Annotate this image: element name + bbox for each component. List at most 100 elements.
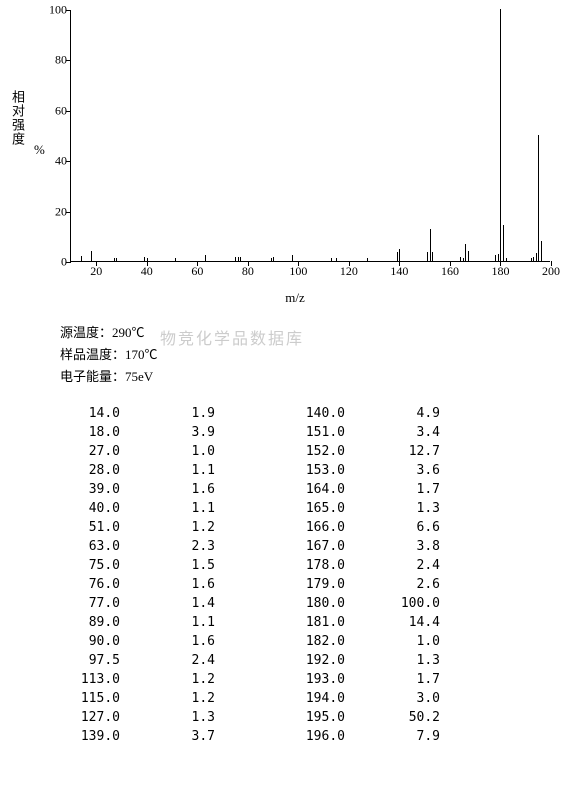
spectrum-peak bbox=[427, 252, 428, 261]
spectrum-peak bbox=[399, 249, 400, 261]
table-cell: 3.9 bbox=[120, 423, 215, 442]
table-cell: 100.0 bbox=[345, 594, 440, 613]
table-cell: 153.0 bbox=[215, 461, 345, 480]
spectrum-peak bbox=[503, 225, 504, 261]
table-cell: 180.0 bbox=[215, 594, 345, 613]
table-cell: 182.0 bbox=[215, 632, 345, 651]
mass-spectrum-chart: 02040608010020406080100120140160180200 m… bbox=[40, 10, 550, 280]
x-tick-mark bbox=[450, 261, 451, 266]
spectrum-peak bbox=[500, 9, 501, 261]
table-cell: 1.2 bbox=[120, 670, 215, 689]
table-cell: 76.0 bbox=[40, 575, 120, 594]
spectrum-peak bbox=[432, 252, 433, 261]
table-row: 63.02.3167.03.8 bbox=[40, 537, 440, 556]
table-cell: 1.6 bbox=[120, 480, 215, 499]
table-cell: 181.0 bbox=[215, 613, 345, 632]
table-cell: 166.0 bbox=[215, 518, 345, 537]
table-cell: 1.4 bbox=[120, 594, 215, 613]
table-cell: 27.0 bbox=[40, 442, 120, 461]
spectrum-peak bbox=[144, 257, 145, 261]
table-cell: 51.0 bbox=[40, 518, 120, 537]
table-cell: 1.2 bbox=[120, 689, 215, 708]
table-cell: 1.3 bbox=[120, 708, 215, 727]
table-cell: 4.9 bbox=[345, 404, 440, 423]
table-cell: 194.0 bbox=[215, 689, 345, 708]
table-cell: 6.6 bbox=[345, 518, 440, 537]
table-cell: 1.9 bbox=[120, 404, 215, 423]
table-row: 75.01.5178.02.4 bbox=[40, 556, 440, 575]
x-tick-label: 100 bbox=[289, 264, 307, 279]
table-cell: 1.6 bbox=[120, 575, 215, 594]
x-tick-mark bbox=[551, 261, 552, 266]
y-tick-mark bbox=[66, 10, 71, 11]
table-cell: 77.0 bbox=[40, 594, 120, 613]
y-tick-label: 20 bbox=[41, 204, 67, 219]
measurement-params: 源温度：290℃ 样品温度：170℃ 电子能量：75eV bbox=[60, 322, 158, 388]
table-cell: 14.4 bbox=[345, 613, 440, 632]
spectrum-peak bbox=[147, 258, 148, 261]
spectrum-peak bbox=[205, 255, 206, 261]
table-row: 27.01.0152.012.7 bbox=[40, 442, 440, 461]
table-cell: 192.0 bbox=[215, 651, 345, 670]
table-cell: 97.5 bbox=[40, 651, 120, 670]
spectrum-peak bbox=[460, 257, 461, 261]
table-cell: 115.0 bbox=[40, 689, 120, 708]
table-cell: 164.0 bbox=[215, 480, 345, 499]
y-tick-label: 80 bbox=[41, 53, 67, 68]
table-cell: 139.0 bbox=[40, 727, 120, 746]
x-tick-label: 60 bbox=[191, 264, 203, 279]
spectrum-peak bbox=[367, 258, 368, 261]
table-row: 76.01.6179.02.6 bbox=[40, 575, 440, 594]
spectrum-peak bbox=[463, 258, 464, 261]
table-cell: 90.0 bbox=[40, 632, 120, 651]
table-cell: 39.0 bbox=[40, 480, 120, 499]
table-cell: 3.0 bbox=[345, 689, 440, 708]
table-cell: 179.0 bbox=[215, 575, 345, 594]
table-cell: 127.0 bbox=[40, 708, 120, 727]
table-row: 18.03.9151.03.4 bbox=[40, 423, 440, 442]
x-tick-label: 80 bbox=[242, 264, 254, 279]
x-tick-mark bbox=[248, 261, 249, 266]
spectrum-peak bbox=[175, 258, 176, 261]
spectrum-peak bbox=[331, 258, 332, 261]
x-tick-mark bbox=[96, 261, 97, 266]
table-cell: 3.7 bbox=[120, 727, 215, 746]
spectrum-peak bbox=[531, 258, 532, 261]
table-cell: 40.0 bbox=[40, 499, 120, 518]
spectrum-peak bbox=[397, 252, 398, 261]
y-tick-mark bbox=[66, 212, 71, 213]
peak-data-table: 14.01.9140.04.918.03.9151.03.427.01.0152… bbox=[40, 404, 440, 746]
x-axis-label: m/z bbox=[40, 290, 550, 306]
table-row: 90.01.6182.01.0 bbox=[40, 632, 440, 651]
x-tick-label: 140 bbox=[390, 264, 408, 279]
table-cell: 1.1 bbox=[120, 499, 215, 518]
x-tick-label: 200 bbox=[542, 264, 560, 279]
source-temp: 源温度：290℃ bbox=[60, 322, 158, 344]
y-axis-label: 相对强度 bbox=[8, 90, 27, 146]
y-tick-mark bbox=[66, 111, 71, 112]
table-row: 127.01.3195.050.2 bbox=[40, 708, 440, 727]
y-tick-label: 60 bbox=[41, 103, 67, 118]
table-cell: 1.0 bbox=[120, 442, 215, 461]
table-cell: 3.4 bbox=[345, 423, 440, 442]
y-tick-label: 0 bbox=[41, 255, 67, 270]
table-cell: 18.0 bbox=[40, 423, 120, 442]
y-tick-label: 100 bbox=[41, 3, 67, 18]
table-cell: 12.7 bbox=[345, 442, 440, 461]
plot-area: 02040608010020406080100120140160180200 bbox=[70, 10, 550, 262]
x-tick-mark bbox=[349, 261, 350, 266]
watermark-text: 物竞化学品数据库 bbox=[160, 325, 304, 349]
table-cell: 193.0 bbox=[215, 670, 345, 689]
y-tick-label: 40 bbox=[41, 154, 67, 169]
table-cell: 1.3 bbox=[345, 651, 440, 670]
table-row: 115.01.2194.03.0 bbox=[40, 689, 440, 708]
table-cell: 152.0 bbox=[215, 442, 345, 461]
table-cell: 167.0 bbox=[215, 537, 345, 556]
sample-temp: 样品温度：170℃ bbox=[60, 344, 158, 366]
spectrum-peak bbox=[468, 251, 469, 261]
spectrum-peak bbox=[292, 255, 293, 261]
table-cell: 2.4 bbox=[120, 651, 215, 670]
table-cell: 178.0 bbox=[215, 556, 345, 575]
spectrum-peak bbox=[465, 244, 466, 261]
x-tick-mark bbox=[197, 261, 198, 266]
